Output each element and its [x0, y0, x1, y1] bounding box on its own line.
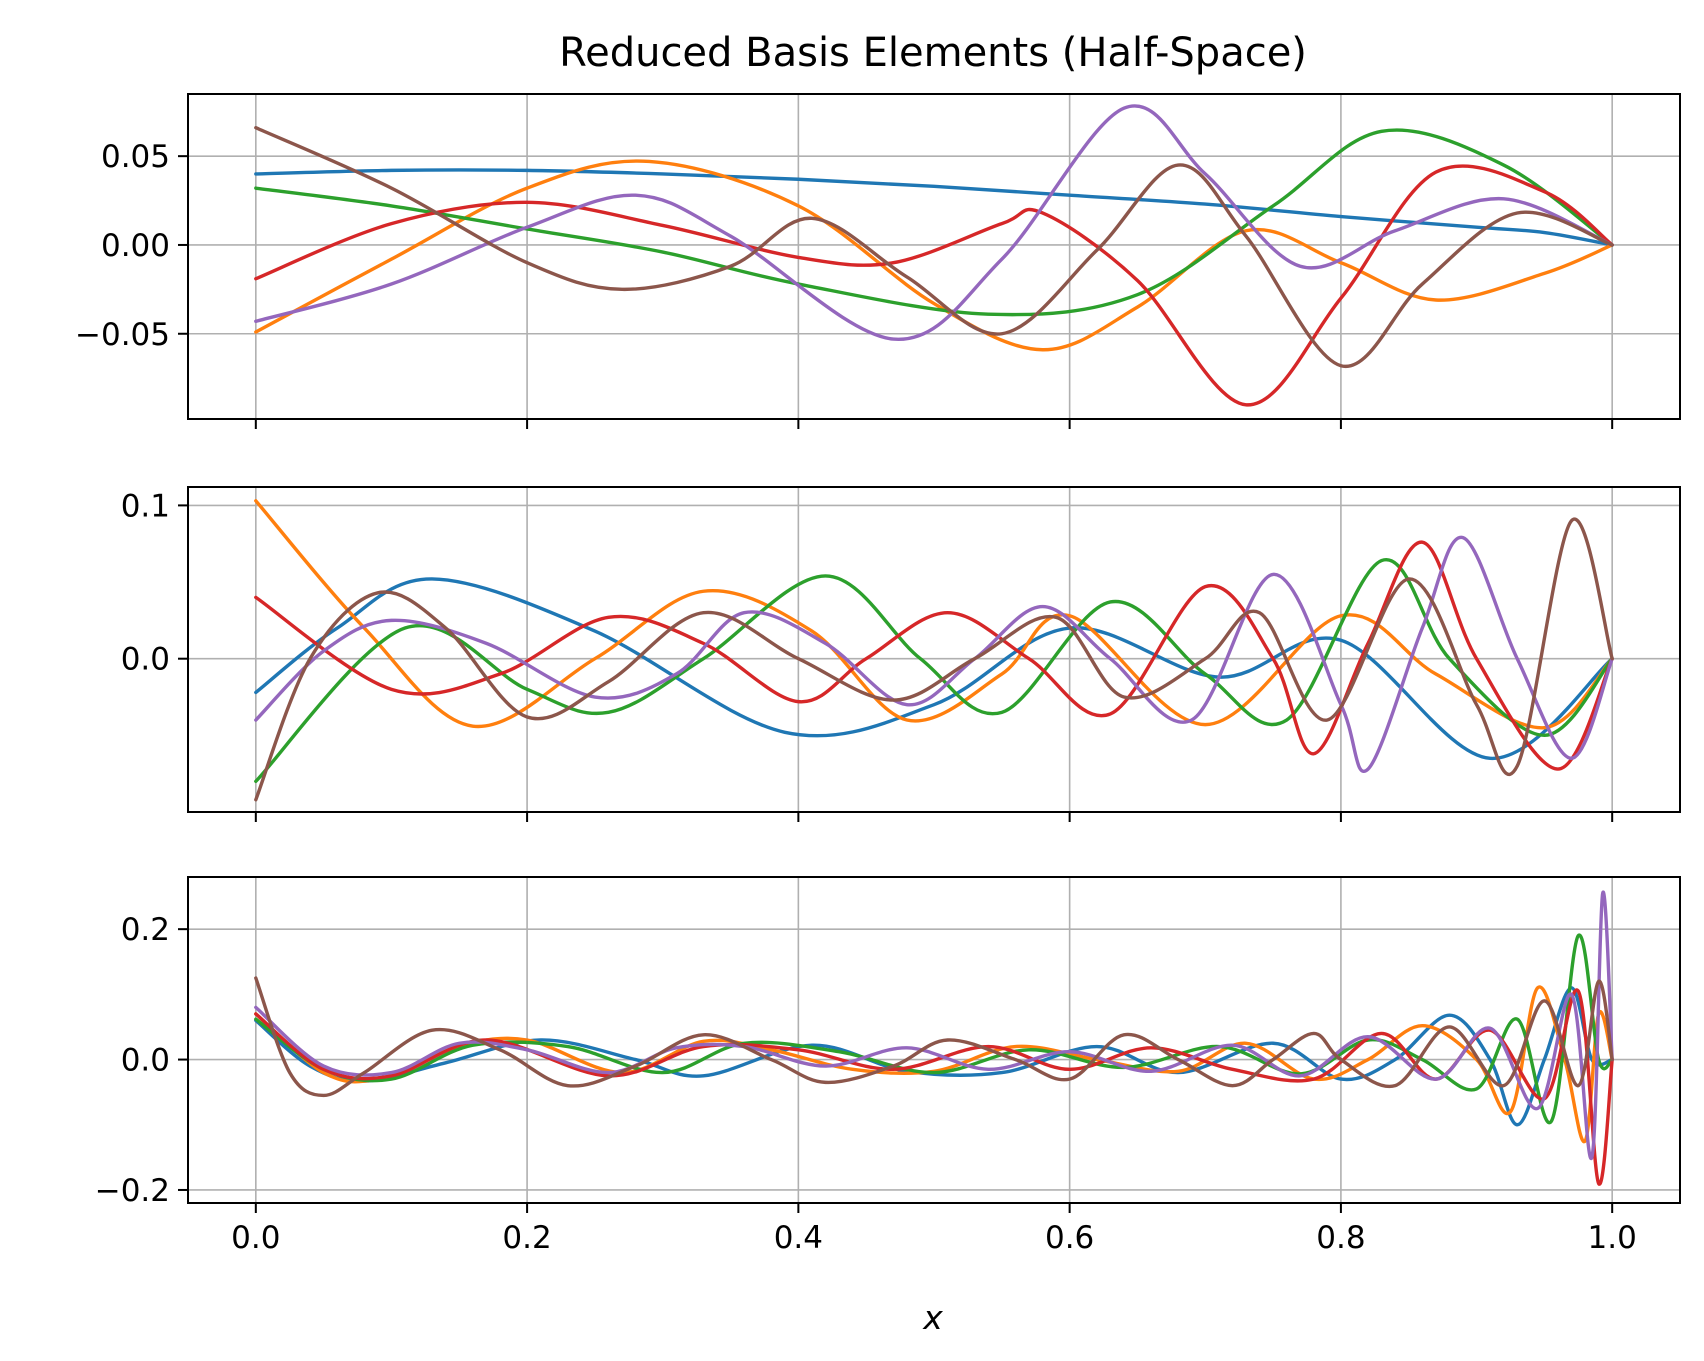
series-line-5 [254, 104, 1614, 341]
plot-frame [187, 93, 1681, 420]
series-group [254, 890, 1614, 1186]
x-tick-label: 0.6 [1045, 1220, 1094, 1256]
panel-3: 0.0 0.2 0.4 0.6 0.8 1.0 −0.2 0.0 0.2 [95, 876, 1681, 1256]
plot-frame [187, 876, 1681, 1204]
y-tick-label: 0.1 [121, 488, 170, 524]
series-group [254, 104, 1614, 407]
series-line-4 [254, 988, 1614, 1186]
y-tick-label: 0.0 [121, 1043, 170, 1079]
x-tick-label: 0.2 [502, 1220, 551, 1256]
y-tick-label: 0.2 [121, 912, 170, 948]
x-axis-label: x [922, 1298, 943, 1337]
series-line-3 [254, 128, 1614, 317]
series-line-4 [254, 540, 1614, 771]
panels: −0.05 0.00 0.05 0.0 0.1 0.0 0.2 0.4 0.6 0.8 1.0 −0.… [75, 93, 1681, 1256]
series-line-3 [254, 558, 1614, 784]
y-tick-label: −0.05 [75, 317, 170, 353]
x-tick-label: 0.4 [774, 1220, 823, 1256]
series-line-6 [254, 517, 1614, 802]
series-line-5 [254, 890, 1614, 1161]
chart-title: Reduced Basis Elements (Half-Space) [559, 30, 1307, 76]
plot-frame [187, 486, 1681, 813]
y-tick-label: −0.2 [95, 1173, 170, 1209]
panel-1: −0.05 0.00 0.05 [75, 93, 1681, 429]
series-line-3 [254, 933, 1614, 1125]
series-line-1 [254, 168, 1614, 247]
y-tick-label: 0.00 [101, 228, 170, 264]
panel-2: 0.0 0.1 [121, 486, 1681, 822]
x-tick-label: 0.0 [231, 1220, 280, 1256]
series-line-5 [254, 535, 1614, 773]
series-line-6 [254, 976, 1614, 1098]
series-line-4 [254, 164, 1614, 407]
series-line-1 [254, 577, 1614, 761]
x-tick-label: 0.8 [1316, 1220, 1365, 1256]
y-tick-label: 0.0 [121, 642, 170, 678]
x-tick-label: 1.0 [1588, 1220, 1637, 1256]
series-group [254, 499, 1614, 802]
y-tick-label: 0.05 [101, 139, 170, 175]
series-line-6 [254, 126, 1614, 368]
